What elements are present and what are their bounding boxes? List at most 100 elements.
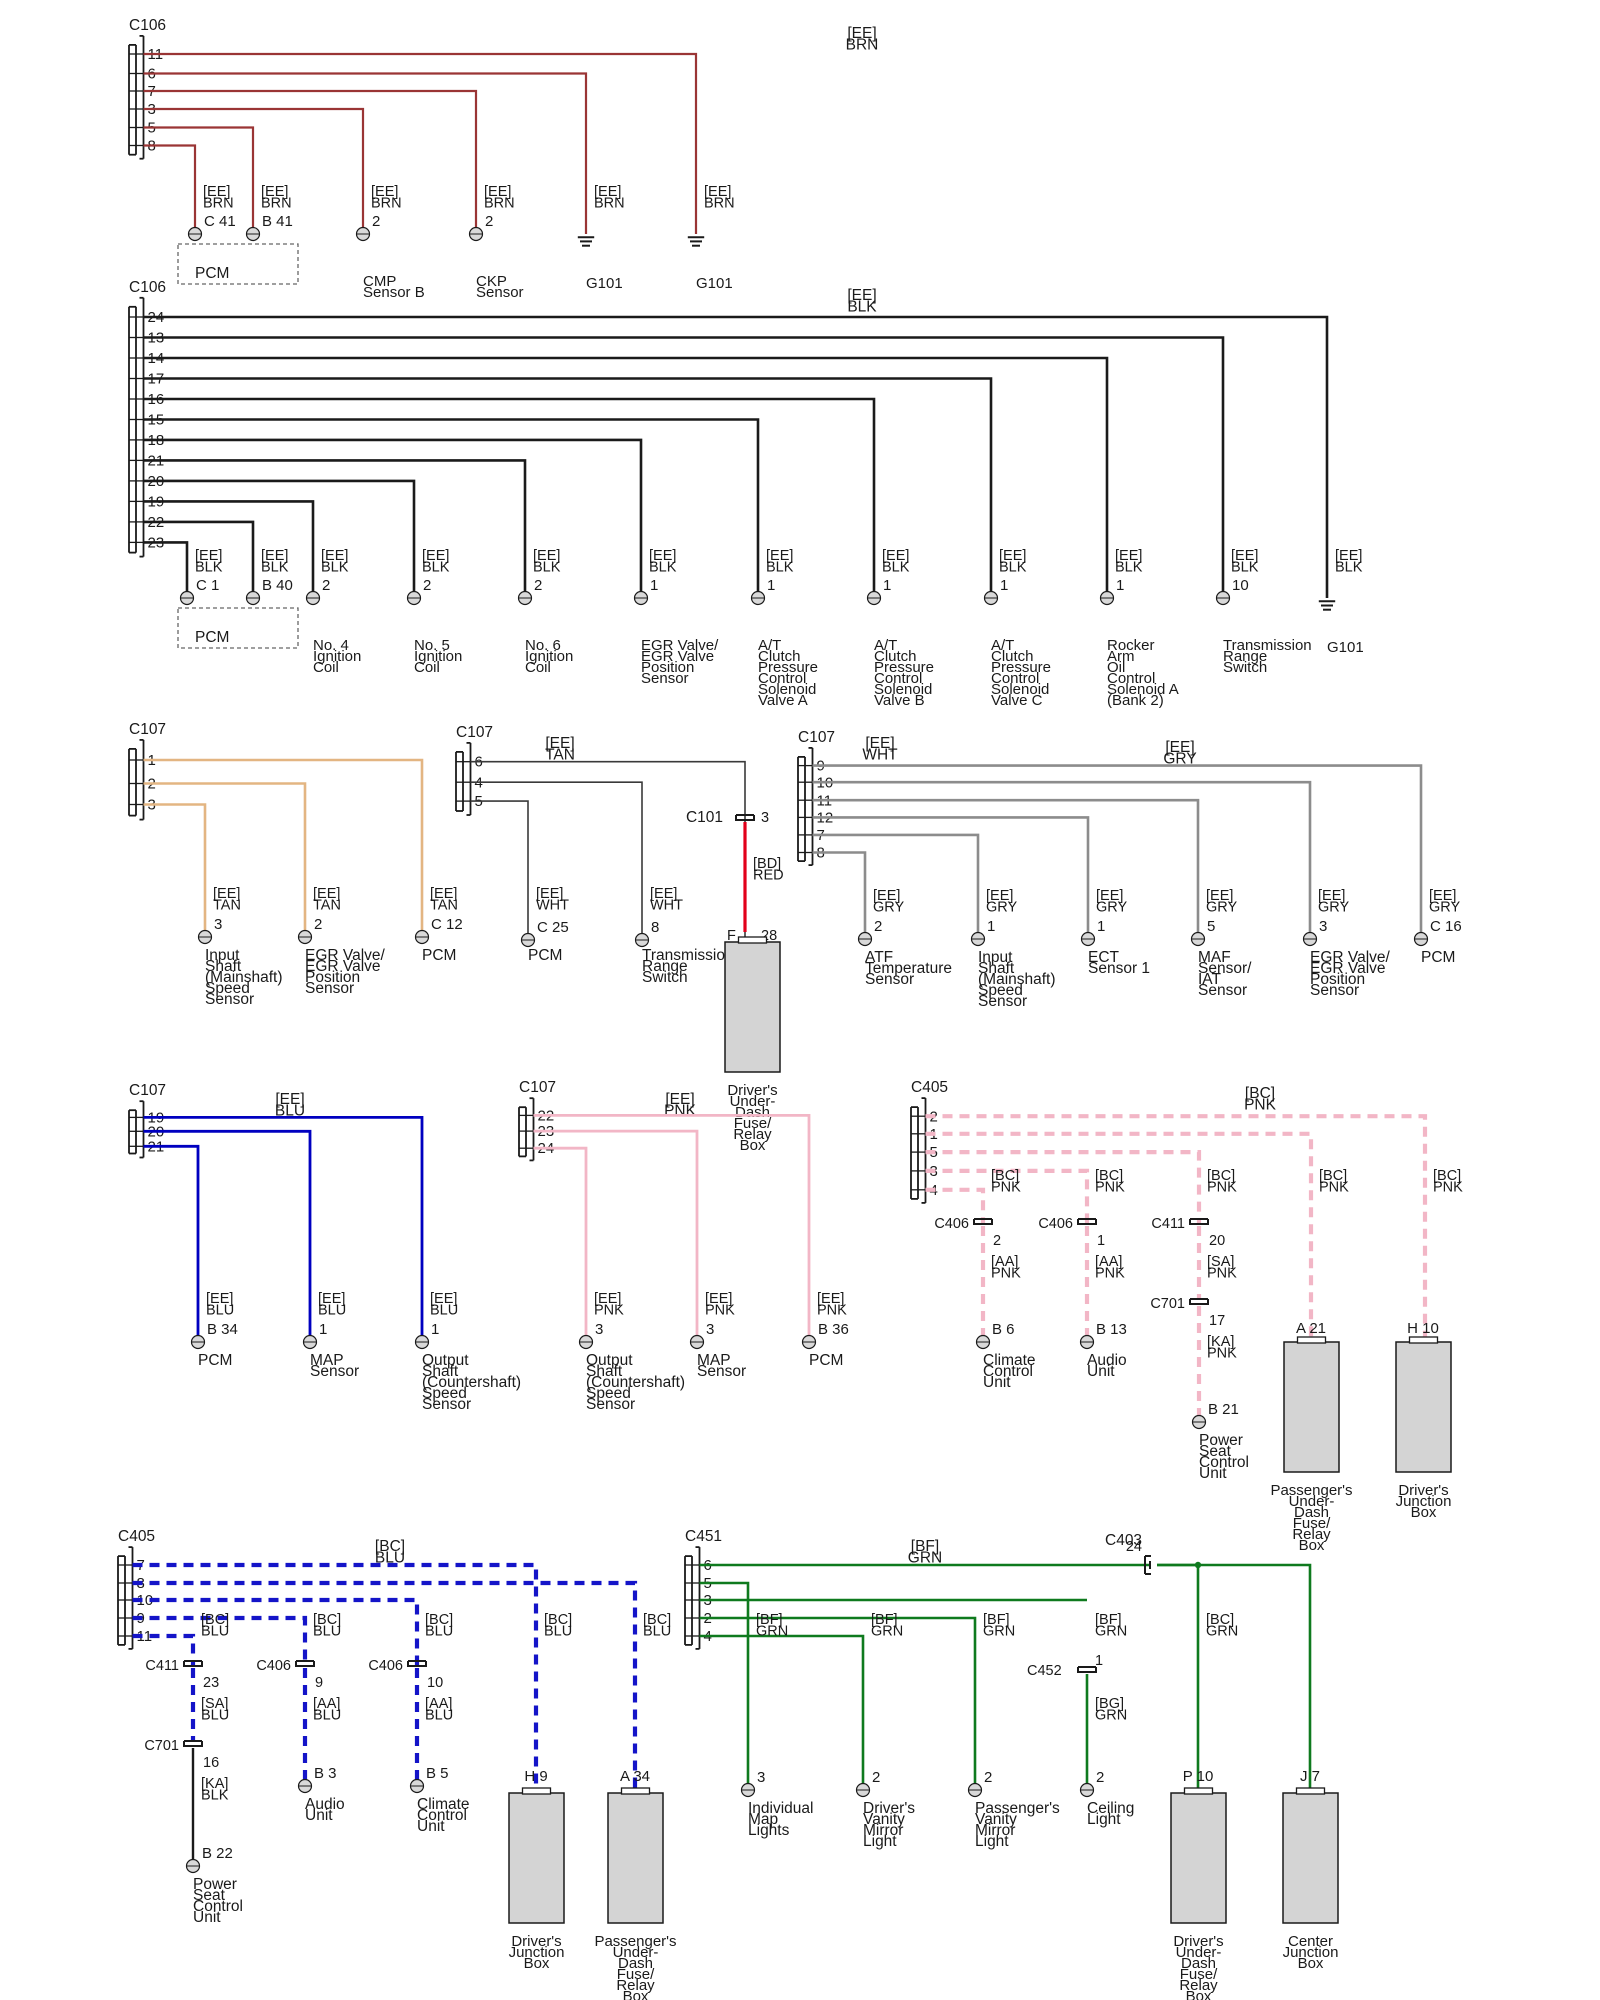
svg-text:PNK: PNK: [594, 1302, 624, 1318]
svg-text:5: 5: [1207, 918, 1215, 935]
svg-text:Box: Box: [740, 1137, 766, 1154]
svg-text:PNK: PNK: [1207, 1265, 1237, 1281]
svg-text:BLK: BLK: [195, 559, 223, 575]
svg-text:BLU: BLU: [206, 1302, 234, 1318]
svg-text:B 5: B 5: [426, 1765, 449, 1782]
svg-text:PCM: PCM: [528, 947, 562, 964]
svg-text:GRN: GRN: [756, 1623, 788, 1639]
svg-text:Unit: Unit: [1087, 1363, 1115, 1380]
svg-text:G101: G101: [1327, 639, 1364, 656]
svg-text:Light: Light: [975, 1833, 1009, 1850]
svg-text:Valve A: Valve A: [758, 692, 808, 709]
svg-text:2: 2: [993, 1233, 1001, 1249]
svg-text:BRN: BRN: [846, 36, 879, 53]
svg-text:TAN: TAN: [313, 897, 341, 913]
svg-text:PNK: PNK: [991, 1265, 1021, 1281]
svg-text:BLK: BLK: [261, 559, 289, 575]
svg-text:Sensor: Sensor: [422, 1396, 471, 1413]
svg-text:23: 23: [203, 1675, 219, 1691]
svg-text:1: 1: [987, 918, 995, 935]
svg-text:PCM: PCM: [422, 947, 456, 964]
svg-text:16: 16: [203, 1755, 219, 1771]
svg-text:Unit: Unit: [305, 1807, 333, 1824]
svg-text:Box: Box: [623, 1988, 649, 2000]
svg-text:B 34: B 34: [207, 1321, 238, 1338]
svg-text:BLU: BLU: [318, 1302, 346, 1318]
svg-text:BLU: BLU: [425, 1707, 453, 1723]
svg-text:C452: C452: [1027, 1663, 1062, 1679]
svg-text:PCM: PCM: [198, 1352, 232, 1369]
svg-text:2: 2: [485, 213, 493, 230]
svg-text:Sensor: Sensor: [476, 284, 524, 301]
svg-text:Sensor: Sensor: [697, 1363, 746, 1380]
svg-text:PCM: PCM: [195, 629, 229, 646]
svg-text:Lights: Lights: [748, 1822, 790, 1839]
svg-text:BLU: BLU: [544, 1623, 572, 1639]
svg-text:C 25: C 25: [537, 919, 569, 936]
svg-text:10: 10: [427, 1675, 443, 1691]
svg-text:PCM: PCM: [809, 1352, 843, 1369]
svg-text:Sensor: Sensor: [586, 1396, 635, 1413]
svg-text:C 1: C 1: [196, 577, 219, 594]
svg-text:1: 1: [1000, 577, 1008, 594]
svg-text:C405: C405: [911, 1079, 948, 1096]
svg-text:Box: Box: [1411, 1504, 1437, 1521]
svg-text:BLU: BLU: [201, 1707, 229, 1723]
svg-text:WHT: WHT: [862, 746, 898, 763]
svg-text:GRN: GRN: [983, 1623, 1015, 1639]
svg-text:Sensor B: Sensor B: [363, 284, 425, 301]
svg-text:BRN: BRN: [484, 195, 515, 211]
svg-text:GRY: GRY: [1318, 899, 1349, 915]
svg-text:PCM: PCM: [195, 265, 229, 282]
svg-text:2: 2: [322, 577, 330, 594]
svg-text:A 21: A 21: [1296, 1320, 1326, 1337]
svg-text:C106: C106: [129, 17, 166, 34]
svg-text:GRN: GRN: [1095, 1707, 1127, 1723]
svg-text:BRN: BRN: [704, 195, 735, 211]
svg-text:GRY: GRY: [1429, 899, 1460, 915]
svg-text:17: 17: [1209, 1313, 1225, 1329]
svg-text:WHT: WHT: [536, 897, 569, 913]
svg-text:BLU: BLU: [313, 1707, 341, 1723]
svg-text:B 40: B 40: [262, 577, 293, 594]
svg-text:WHT: WHT: [650, 897, 683, 913]
svg-text:PNK: PNK: [1319, 1179, 1349, 1195]
svg-text:GRY: GRY: [986, 899, 1017, 915]
svg-text:B 13: B 13: [1096, 1321, 1127, 1338]
svg-text:Sensor: Sensor: [865, 971, 914, 988]
svg-text:1: 1: [1097, 918, 1105, 935]
svg-text:G101: G101: [586, 275, 623, 292]
svg-text:BLK: BLK: [882, 559, 910, 575]
svg-text:Unit: Unit: [193, 1909, 221, 1926]
svg-text:9: 9: [315, 1675, 323, 1691]
svg-text:Box: Box: [1298, 1955, 1324, 1972]
svg-text:BLK: BLK: [321, 559, 349, 575]
svg-text:B 36: B 36: [818, 1321, 849, 1338]
svg-text:BLU: BLU: [643, 1623, 671, 1639]
svg-text:BLK: BLK: [1231, 559, 1259, 575]
svg-text:GRN: GRN: [871, 1623, 903, 1639]
svg-text:PNK: PNK: [1095, 1265, 1125, 1281]
svg-text:BLK: BLK: [1115, 559, 1143, 575]
svg-text:PNK: PNK: [817, 1302, 847, 1318]
svg-text:C411: C411: [145, 1658, 179, 1674]
svg-text:BLK: BLK: [1335, 559, 1363, 575]
svg-text:GRY: GRY: [873, 899, 904, 915]
svg-text:RED: RED: [753, 867, 784, 883]
svg-text:GRN: GRN: [1206, 1623, 1238, 1639]
svg-text:GRN: GRN: [1095, 1623, 1127, 1639]
svg-text:PNK: PNK: [1095, 1179, 1125, 1195]
svg-text:BLU: BLU: [425, 1623, 453, 1639]
svg-text:C411: C411: [1151, 1216, 1185, 1232]
svg-text:1: 1: [650, 577, 658, 594]
svg-text:Sensor: Sensor: [1198, 982, 1247, 999]
svg-text:2: 2: [372, 213, 380, 230]
svg-text:C107: C107: [798, 729, 835, 746]
svg-text:Box: Box: [1299, 1537, 1325, 1554]
svg-text:BLK: BLK: [847, 298, 877, 315]
svg-text:2: 2: [874, 918, 882, 935]
svg-text:BLK: BLK: [999, 559, 1027, 575]
svg-text:20: 20: [1209, 1233, 1225, 1249]
svg-text:1: 1: [1097, 1233, 1105, 1249]
svg-text:3: 3: [757, 1769, 765, 1786]
